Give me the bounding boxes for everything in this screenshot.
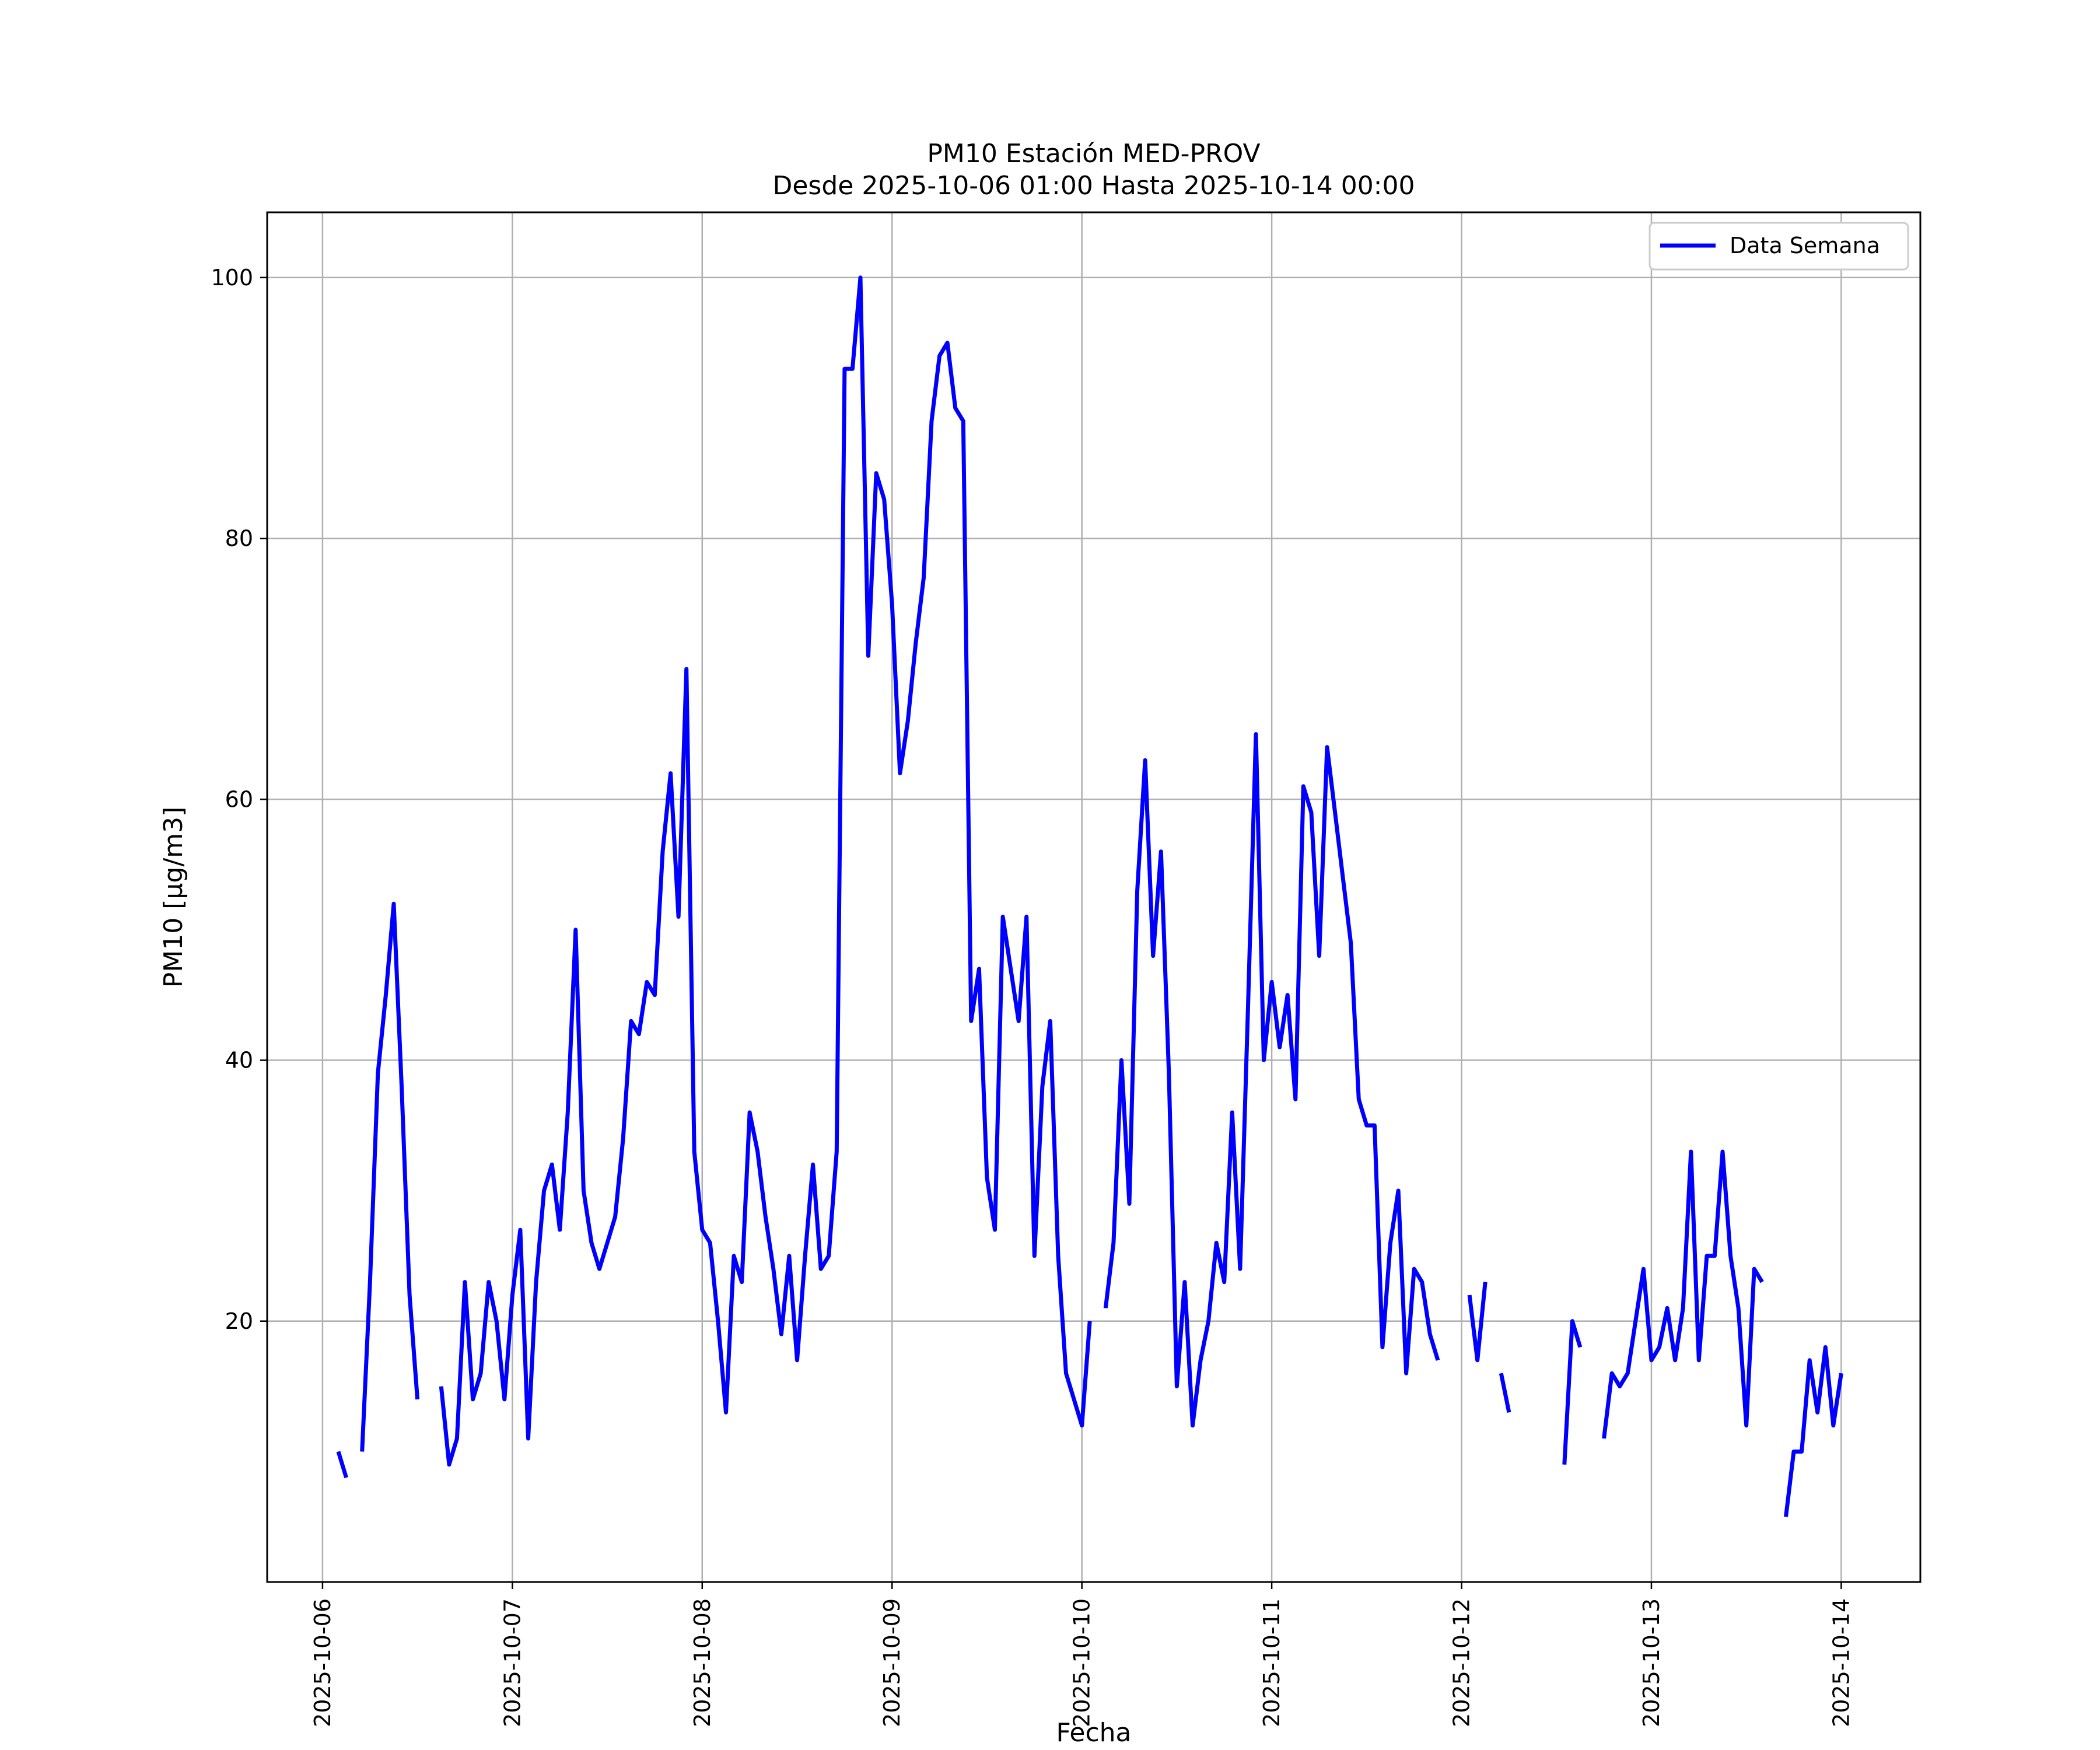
series-line-segment [1467, 1282, 1488, 1363]
legend-label: Data Semana [1730, 233, 1880, 258]
legend: Data Semana [1648, 222, 1909, 271]
plot-area-frame [266, 211, 1922, 1583]
series-lines [336, 275, 1843, 1517]
series-line-segment [1562, 1319, 1583, 1465]
y-tick-label: 60 [225, 786, 253, 812]
y-tick-label: 20 [225, 1308, 253, 1334]
x-tick-label: 2025-10-10 [1069, 1598, 1095, 1727]
y-axis-label: PM10 [μg/m3] [159, 807, 188, 988]
y-tick-label: 80 [225, 526, 253, 551]
series-line-segment [1499, 1373, 1511, 1413]
chart-subtitle: Desde 2025-10-06 01:00 Hasta 2025-10-14 … [772, 171, 1415, 201]
series-line-segment [1784, 1345, 1843, 1517]
x-tick-label: 2025-10-07 [499, 1598, 525, 1727]
x-tick-label: 2025-10-13 [1639, 1598, 1664, 1727]
x-axis-label: Fecha [1056, 1718, 1131, 1748]
axis-ticks: 2025-10-06 2025-10-07 2025-10-08 2025-10-09… [211, 265, 1854, 1727]
series-line-segment [1103, 732, 1440, 1428]
series-line-segment [360, 901, 420, 1452]
series-line-segment [336, 1451, 348, 1479]
x-tick-label: 2025-10-09 [879, 1598, 905, 1727]
y-tick-label: 100 [211, 265, 253, 290]
legend-box [1648, 222, 1909, 271]
x-tick-label: 2025-10-14 [1828, 1598, 1854, 1727]
x-tick-label: 2025-10-06 [310, 1598, 335, 1727]
series-line-segment [1602, 1149, 1764, 1439]
x-tick-label: 2025-10-08 [690, 1598, 715, 1727]
y-tick-label: 40 [225, 1048, 253, 1073]
x-tick-label: 2025-10-11 [1259, 1598, 1284, 1727]
x-tick-label: 2025-10-12 [1449, 1598, 1475, 1727]
grid [267, 212, 1920, 1582]
chart-title: PM10 Estación MED-PROV [927, 139, 1260, 169]
series-line-segment [439, 275, 1092, 1467]
